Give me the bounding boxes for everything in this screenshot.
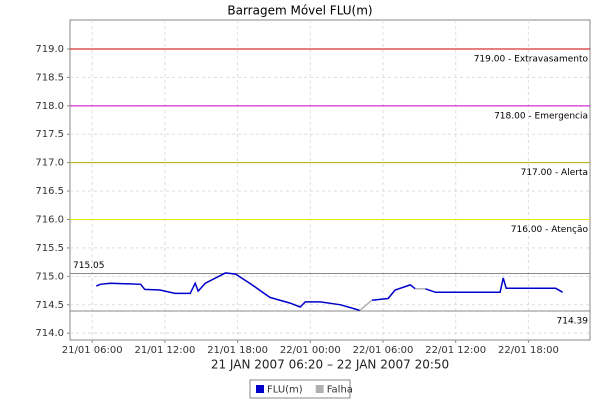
series-line <box>425 277 564 294</box>
x-axis-range: 21 JAN 2007 06:20 – 22 JAN 2007 20:50 <box>211 358 449 372</box>
threshold-label: 719.00 - Extravasamento <box>474 54 589 64</box>
y-tick-label: 717.5 <box>35 129 64 140</box>
x-tick-label: 22/01 00:00 <box>280 345 341 356</box>
y-tick-label: 714.5 <box>35 300 64 311</box>
x-tick-label: 22/01 12:00 <box>425 345 486 356</box>
x-tick-label: 22/01 18:00 <box>498 345 559 356</box>
y-tick-label: 716.0 <box>35 215 64 226</box>
x-tick-label: 21/01 18:00 <box>207 345 268 356</box>
legend-label: FLU(m) <box>267 385 303 396</box>
legend-swatch <box>315 385 324 393</box>
threshold-label: 716.00 - Atenção <box>511 225 589 235</box>
threshold-label: 718.00 - Emergencia <box>494 111 588 121</box>
threshold-label: 715.05 <box>73 261 105 271</box>
y-tick-label: 717.0 <box>35 158 64 169</box>
y-tick-label: 718.0 <box>35 101 64 112</box>
legend-label: Falha <box>327 385 353 396</box>
plot-area <box>69 19 591 341</box>
y-tick-label: 716.5 <box>35 186 64 197</box>
y-tick-label: 714.0 <box>35 328 64 339</box>
chart-title: Barragem Móvel FLU(m) <box>227 4 372 18</box>
legend <box>249 379 351 399</box>
x-tick-label: 22/01 06:00 <box>353 345 414 356</box>
x-tick-label: 21/01 06:00 <box>62 345 123 356</box>
series-line <box>371 284 416 301</box>
legend-swatch <box>256 385 264 393</box>
threshold-label: 717.00 - Alerta <box>521 168 588 178</box>
y-tick-label: 715.5 <box>35 243 64 254</box>
y-tick-label: 715.0 <box>35 271 64 282</box>
y-tick-label: 719.0 <box>35 44 64 55</box>
series-line <box>359 299 373 311</box>
y-tick-label: 718.5 <box>35 72 64 83</box>
series-line <box>96 272 361 312</box>
threshold-label: 714.39 <box>557 317 589 327</box>
x-tick-label: 21/01 12:00 <box>134 345 195 356</box>
